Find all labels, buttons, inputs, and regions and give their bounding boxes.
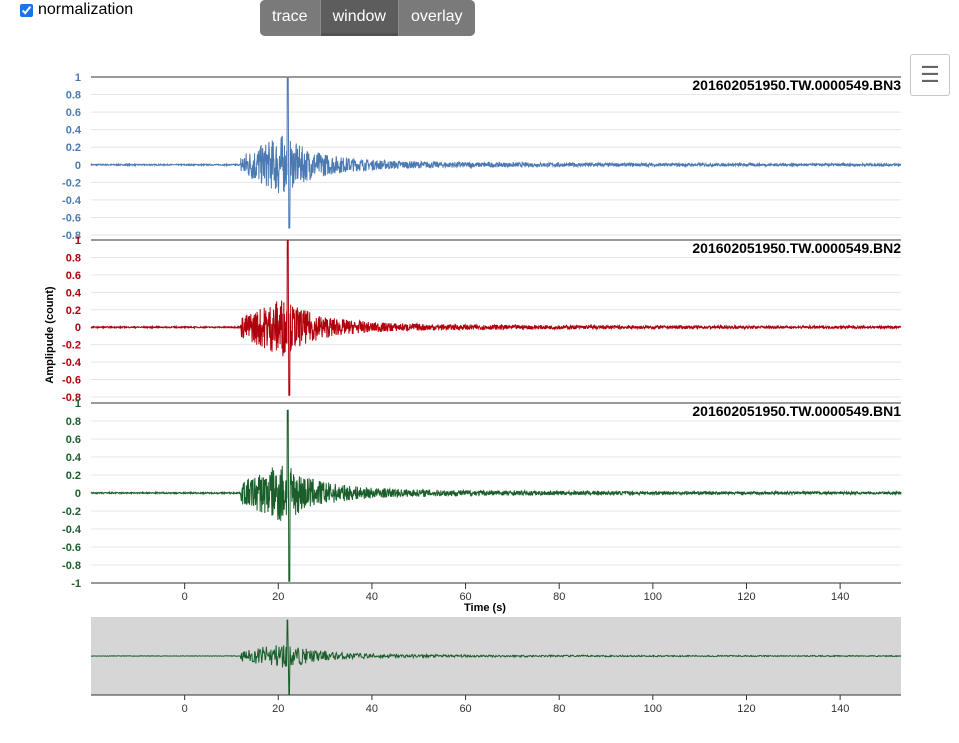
- y-tick-label: 0: [75, 322, 81, 334]
- x-tick-label: 20: [272, 591, 284, 603]
- y-tick-label: 1: [75, 398, 81, 410]
- navigator-series-line: [90, 619, 902, 695]
- y-tick-label: -1: [71, 578, 81, 590]
- normalization-checkbox[interactable]: [20, 3, 33, 17]
- y-tick-label: 0.2: [66, 142, 81, 154]
- navigator-x-tick-label: 20: [272, 703, 284, 715]
- y-tick-label: -0.2: [62, 177, 81, 189]
- y-tick-label: 0: [75, 160, 81, 172]
- navigator[interactable]: 0 20 40 60 80 100 120 140: [90, 617, 902, 715]
- y-tick-label: -0.2: [62, 506, 81, 518]
- hamburger-menu-icon[interactable]: ☰: [910, 54, 950, 96]
- y-tick-label: 0.4: [66, 125, 82, 137]
- y-tick-label: 0.4: [66, 287, 82, 299]
- y-tick-label: -0.4: [62, 195, 82, 207]
- x-tick-label: 140: [831, 591, 849, 603]
- y-tick-label: -0.6: [62, 212, 81, 224]
- y-tick-label: 0.6: [66, 434, 81, 446]
- y-tick-label: 1: [75, 235, 81, 247]
- y-tick-label: -0.8: [62, 230, 81, 242]
- x-tick-label: 40: [366, 591, 378, 603]
- navigator-x-tick-label: 60: [459, 703, 471, 715]
- window-button[interactable]: window: [319, 0, 398, 36]
- overlay-button[interactable]: overlay: [397, 0, 475, 36]
- navigator-x-tick-label: 100: [644, 703, 662, 715]
- x-axis-label: Time (s): [464, 602, 506, 614]
- y-tick-label: 0.6: [66, 107, 81, 119]
- trace-title: 201602051950.TW.0000549.BN3: [692, 77, 901, 93]
- y-tick-label: 0.4: [66, 452, 82, 464]
- normalization-label: normalization: [38, 1, 134, 18]
- y-tick-label: 0.2: [66, 470, 81, 482]
- x-tick-label: 60: [459, 591, 471, 603]
- trace-panel: 1 0.8 0.6 0.4 0.2 0 -0.2 -0.4 -0.6 -0.8 2016020519…: [62, 235, 902, 404]
- normalization-toggle[interactable]: normalization: [20, 1, 133, 19]
- series-line: [90, 76, 902, 229]
- y-tick-label: -0.6: [62, 542, 81, 554]
- x-tick-label: 120: [737, 591, 755, 603]
- x-tick-label: 0: [182, 591, 188, 603]
- y-tick-label: -0.4: [62, 524, 82, 536]
- y-tick-label: 0.2: [66, 305, 81, 317]
- y-tick-label: 0.8: [66, 416, 81, 428]
- x-tick-label: 80: [553, 591, 565, 603]
- navigator-x-tick-label: 120: [737, 703, 755, 715]
- y-tick-label: 0.8: [66, 90, 81, 102]
- y-tick-label: -0.8: [62, 560, 81, 572]
- series-line: [90, 239, 902, 396]
- series-line: [90, 409, 902, 582]
- view-mode-button-group: trace window overlay: [260, 0, 475, 36]
- navigator-x-tick-label: 140: [831, 703, 849, 715]
- y-tick-label: 0.6: [66, 270, 81, 282]
- trace-button[interactable]: trace: [260, 0, 320, 36]
- navigator-x-tick-label: 0: [182, 703, 188, 715]
- y-tick-label: -0.4: [62, 357, 82, 369]
- y-axis-label: Amplipude (count): [44, 286, 56, 383]
- trace-panel: 1 0.8 0.6 0.4 0.2 0 -0.2 -0.4 -0.6 -0.8 -1 20160205…: [62, 398, 902, 590]
- y-tick-label: 1: [75, 72, 81, 84]
- trace-title: 201602051950.TW.0000549.BN2: [692, 240, 901, 256]
- trace-title: 201602051950.TW.0000549.BN1: [692, 403, 901, 419]
- navigator-x-tick-label: 80: [553, 703, 565, 715]
- x-axis: 0 20 40 60 80 100 120 140: [91, 582, 901, 603]
- y-tick-label: -0.6: [62, 375, 81, 387]
- navigator-x-tick-label: 40: [366, 703, 378, 715]
- y-tick-label: -0.8: [62, 392, 81, 404]
- y-tick-label: 0.8: [66, 252, 81, 264]
- trace-panels: 1 0.8 0.6 0.4 0.2 0 -0.2 -0.4 -0.6 -0.8 2016020519…: [62, 72, 902, 590]
- y-tick-label: 0: [75, 488, 81, 500]
- trace-panel: 1 0.8 0.6 0.4 0.2 0 -0.2 -0.4 -0.6 -0.8 2016020519…: [62, 72, 901, 242]
- x-tick-label: 100: [644, 591, 662, 603]
- y-tick-label: -0.2: [62, 340, 81, 352]
